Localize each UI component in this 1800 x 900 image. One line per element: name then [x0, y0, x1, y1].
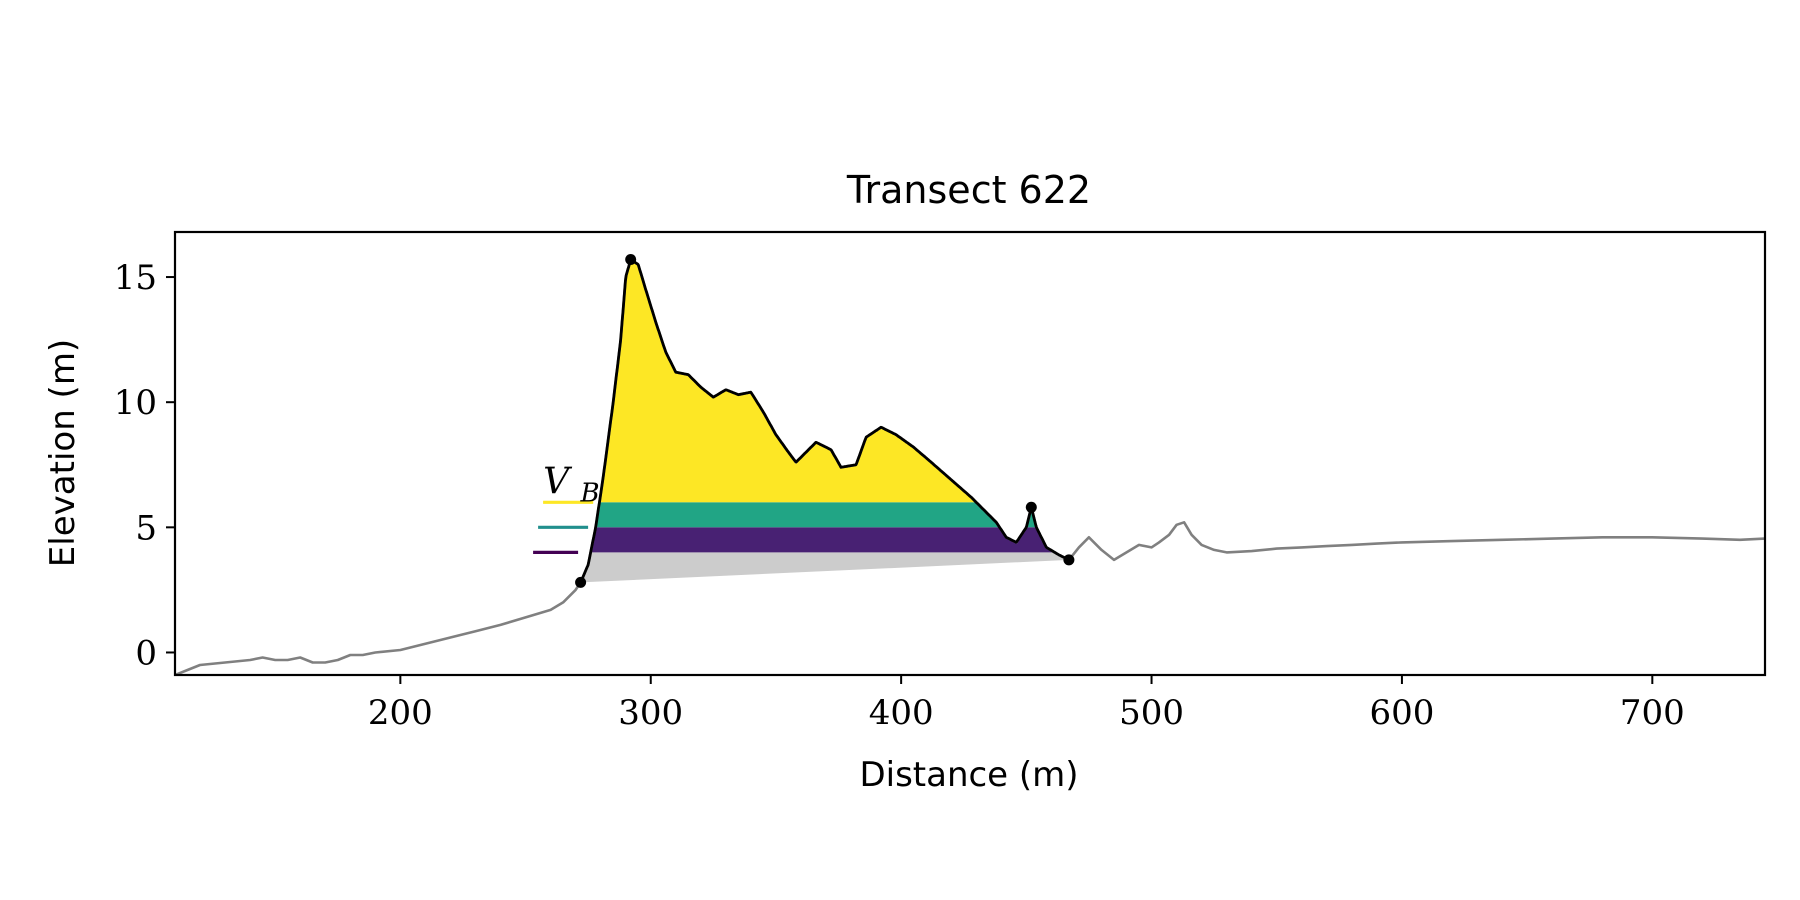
x-tick-label-300: 300	[618, 693, 683, 733]
plot-frame	[173, 230, 1767, 677]
y-axis-label: Elevation (m)	[43, 339, 83, 567]
vb-annotation-main: V	[543, 461, 573, 502]
elevation-profile-line	[175, 258, 1765, 675]
x-tick-label-500: 500	[1119, 693, 1184, 733]
vb-annotation-subscript: B	[580, 478, 600, 508]
y-tick-label-5: 5	[135, 508, 157, 548]
vb-annotation: V B	[543, 461, 600, 508]
x-tick-label-400: 400	[869, 693, 934, 733]
x-tick-label-700: 700	[1620, 693, 1685, 733]
volume-band-low-0	[591, 527, 1055, 553]
y-tick-label-0: 0	[135, 633, 157, 673]
key-point-2	[1025, 501, 1037, 513]
dune-outline-line	[579, 258, 1070, 583]
y-tick-label-10: 10	[114, 383, 157, 423]
x-tick-label-200: 200	[368, 693, 433, 733]
volume-band-mid-0	[596, 502, 999, 528]
below-threshold-area	[580, 552, 1069, 583]
volume-band-high-0	[600, 259, 977, 503]
x-tick-label-600: 600	[1369, 693, 1434, 733]
key-point-3	[1063, 554, 1075, 566]
key-point-1	[625, 254, 637, 265]
x-axis-label: Distance (m)	[859, 755, 1078, 795]
axis-ticks: 200 300 400 500 600 700 0 5 10 15	[114, 258, 1685, 733]
y-tick-label-15: 15	[114, 258, 157, 298]
chart-title: Transect 622	[846, 168, 1091, 212]
plot-area	[175, 254, 1765, 675]
key-point-0	[575, 576, 587, 588]
